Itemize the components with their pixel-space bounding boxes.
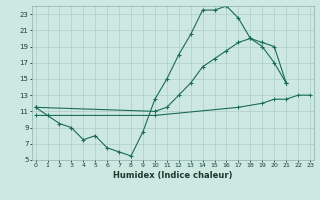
- X-axis label: Humidex (Indice chaleur): Humidex (Indice chaleur): [113, 171, 233, 180]
